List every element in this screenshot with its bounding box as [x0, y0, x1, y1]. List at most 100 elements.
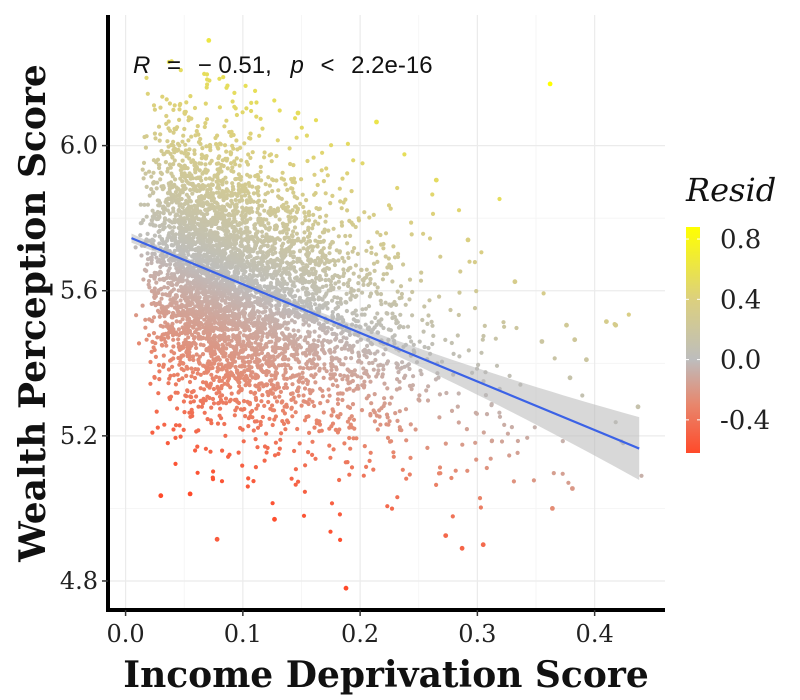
data-point — [161, 184, 166, 189]
data-point — [285, 222, 290, 227]
data-point — [249, 234, 254, 239]
data-point — [202, 410, 207, 415]
data-point — [230, 233, 236, 238]
data-point — [286, 209, 291, 214]
data-point — [268, 280, 273, 286]
data-point — [449, 475, 454, 481]
data-point — [332, 349, 337, 354]
data-point — [418, 368, 423, 373]
data-point — [176, 355, 181, 361]
data-point — [225, 156, 230, 161]
data-point — [399, 291, 404, 297]
data-point — [200, 183, 205, 188]
data-point — [170, 229, 175, 234]
data-point — [222, 204, 227, 210]
data-point — [196, 245, 201, 250]
data-point — [288, 366, 293, 371]
data-point — [269, 159, 274, 164]
data-point — [354, 436, 359, 441]
data-point — [225, 83, 230, 88]
data-point — [321, 179, 326, 184]
data-point — [205, 211, 210, 216]
data-point — [234, 156, 239, 161]
data-point — [273, 285, 278, 290]
data-point — [324, 369, 329, 374]
data-point — [190, 191, 195, 196]
data-point — [326, 228, 331, 233]
data-point — [223, 175, 228, 180]
data-point — [195, 444, 200, 449]
data-point — [251, 272, 256, 277]
data-point — [343, 299, 348, 305]
data-point — [188, 94, 193, 99]
data-point — [311, 338, 317, 343]
data-point — [266, 393, 271, 398]
data-point — [276, 188, 281, 193]
data-point — [219, 416, 224, 421]
data-point — [289, 476, 294, 481]
data-point — [320, 150, 325, 155]
data-point — [329, 327, 334, 332]
data-point — [310, 278, 315, 283]
data-point — [152, 295, 157, 300]
data-point — [311, 222, 316, 227]
data-point — [241, 399, 247, 404]
data-point — [355, 374, 360, 379]
data-point — [360, 307, 365, 312]
data-point — [395, 254, 401, 259]
data-point — [211, 401, 217, 406]
data-point — [174, 282, 179, 287]
data-point — [281, 421, 287, 426]
data-point — [352, 426, 357, 431]
data-point — [277, 217, 282, 222]
data-point — [361, 366, 366, 371]
data-point — [328, 259, 333, 264]
data-point — [285, 187, 290, 192]
data-point — [311, 266, 316, 271]
data-point — [321, 410, 326, 415]
data-point — [286, 314, 291, 319]
data-point — [229, 161, 234, 166]
data-point — [275, 236, 280, 241]
data-point — [171, 162, 176, 167]
data-point — [194, 394, 199, 399]
data-point — [237, 380, 242, 385]
data-point — [177, 347, 182, 352]
data-point — [287, 146, 292, 151]
data-point — [184, 100, 189, 105]
data-point — [277, 108, 282, 113]
data-point — [225, 192, 230, 198]
data-point — [292, 215, 297, 220]
data-point — [339, 346, 344, 351]
data-point — [209, 372, 214, 377]
data-point — [181, 427, 186, 432]
data-point — [489, 439, 494, 444]
data-point — [262, 198, 267, 203]
data-point — [351, 388, 356, 393]
data-point — [229, 391, 234, 396]
data-point — [262, 208, 267, 213]
data-point — [270, 345, 275, 350]
data-point — [251, 479, 256, 484]
data-point — [216, 401, 221, 406]
data-point — [392, 333, 397, 338]
data-point — [400, 360, 405, 365]
data-point — [216, 362, 221, 367]
data-point — [299, 403, 304, 408]
data-point — [247, 383, 252, 388]
data-point — [437, 465, 443, 470]
data-point — [260, 126, 265, 131]
data-point — [189, 366, 194, 371]
data-point — [264, 232, 269, 237]
data-point — [176, 207, 182, 212]
data-point — [367, 271, 372, 276]
data-point — [301, 246, 306, 251]
data-point — [311, 244, 316, 249]
data-point — [276, 451, 281, 456]
data-point — [397, 379, 402, 384]
data-point — [375, 230, 380, 235]
data-point — [205, 82, 210, 87]
data-point — [375, 427, 380, 432]
data-point — [344, 291, 349, 296]
data-point — [347, 435, 352, 441]
